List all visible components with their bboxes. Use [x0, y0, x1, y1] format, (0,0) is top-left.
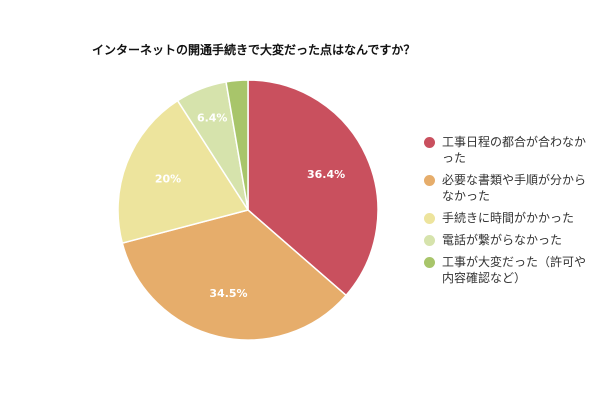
legend-swatch	[424, 257, 435, 268]
chart-title: インターネットの開通手続きで大変だった点はなんですか？	[92, 43, 416, 57]
slice-data-label: 20%	[155, 172, 181, 185]
legend-label: 工事日程の都合が合わなか った	[442, 135, 587, 165]
legend-swatch	[424, 235, 435, 246]
pie-slice	[121, 209, 348, 341]
legend-swatch	[424, 175, 435, 186]
legend: 工事日程の都合が合わなか った 必要な書類や手順が分から なかった手続きに時間がか…	[424, 134, 600, 292]
legend-label: 必要な書類や手順が分から なかった	[442, 173, 587, 203]
pie-chart: 36.4% 34.5% 20% 6.4%	[117, 79, 379, 341]
legend-item: 工事日程の都合が合わなか った	[424, 134, 600, 166]
pie-slice	[225, 79, 249, 211]
legend-label: 電話が繋がらなかった	[442, 233, 563, 247]
legend-label: 工事が大変だった（許可や 内容確認など）	[442, 255, 587, 285]
legend-swatch	[424, 213, 435, 224]
legend-swatch	[424, 137, 435, 148]
legend-item: 電話が繋がらなかった	[424, 232, 600, 248]
legend-item: 工事が大変だった（許可や 内容確認など）	[424, 254, 600, 286]
slice-data-label: 34.5%	[209, 287, 247, 300]
pie-slice	[247, 79, 379, 297]
legend-item: 必要な書類や手順が分から なかった	[424, 172, 600, 204]
legend-item: 手続きに時間がかかった	[424, 210, 600, 226]
pie-slice	[117, 99, 250, 245]
slice-data-label: 6.4%	[197, 111, 228, 124]
slice-data-label: 36.4%	[307, 168, 345, 181]
legend-label: 手続きに時間がかかった	[442, 211, 575, 225]
